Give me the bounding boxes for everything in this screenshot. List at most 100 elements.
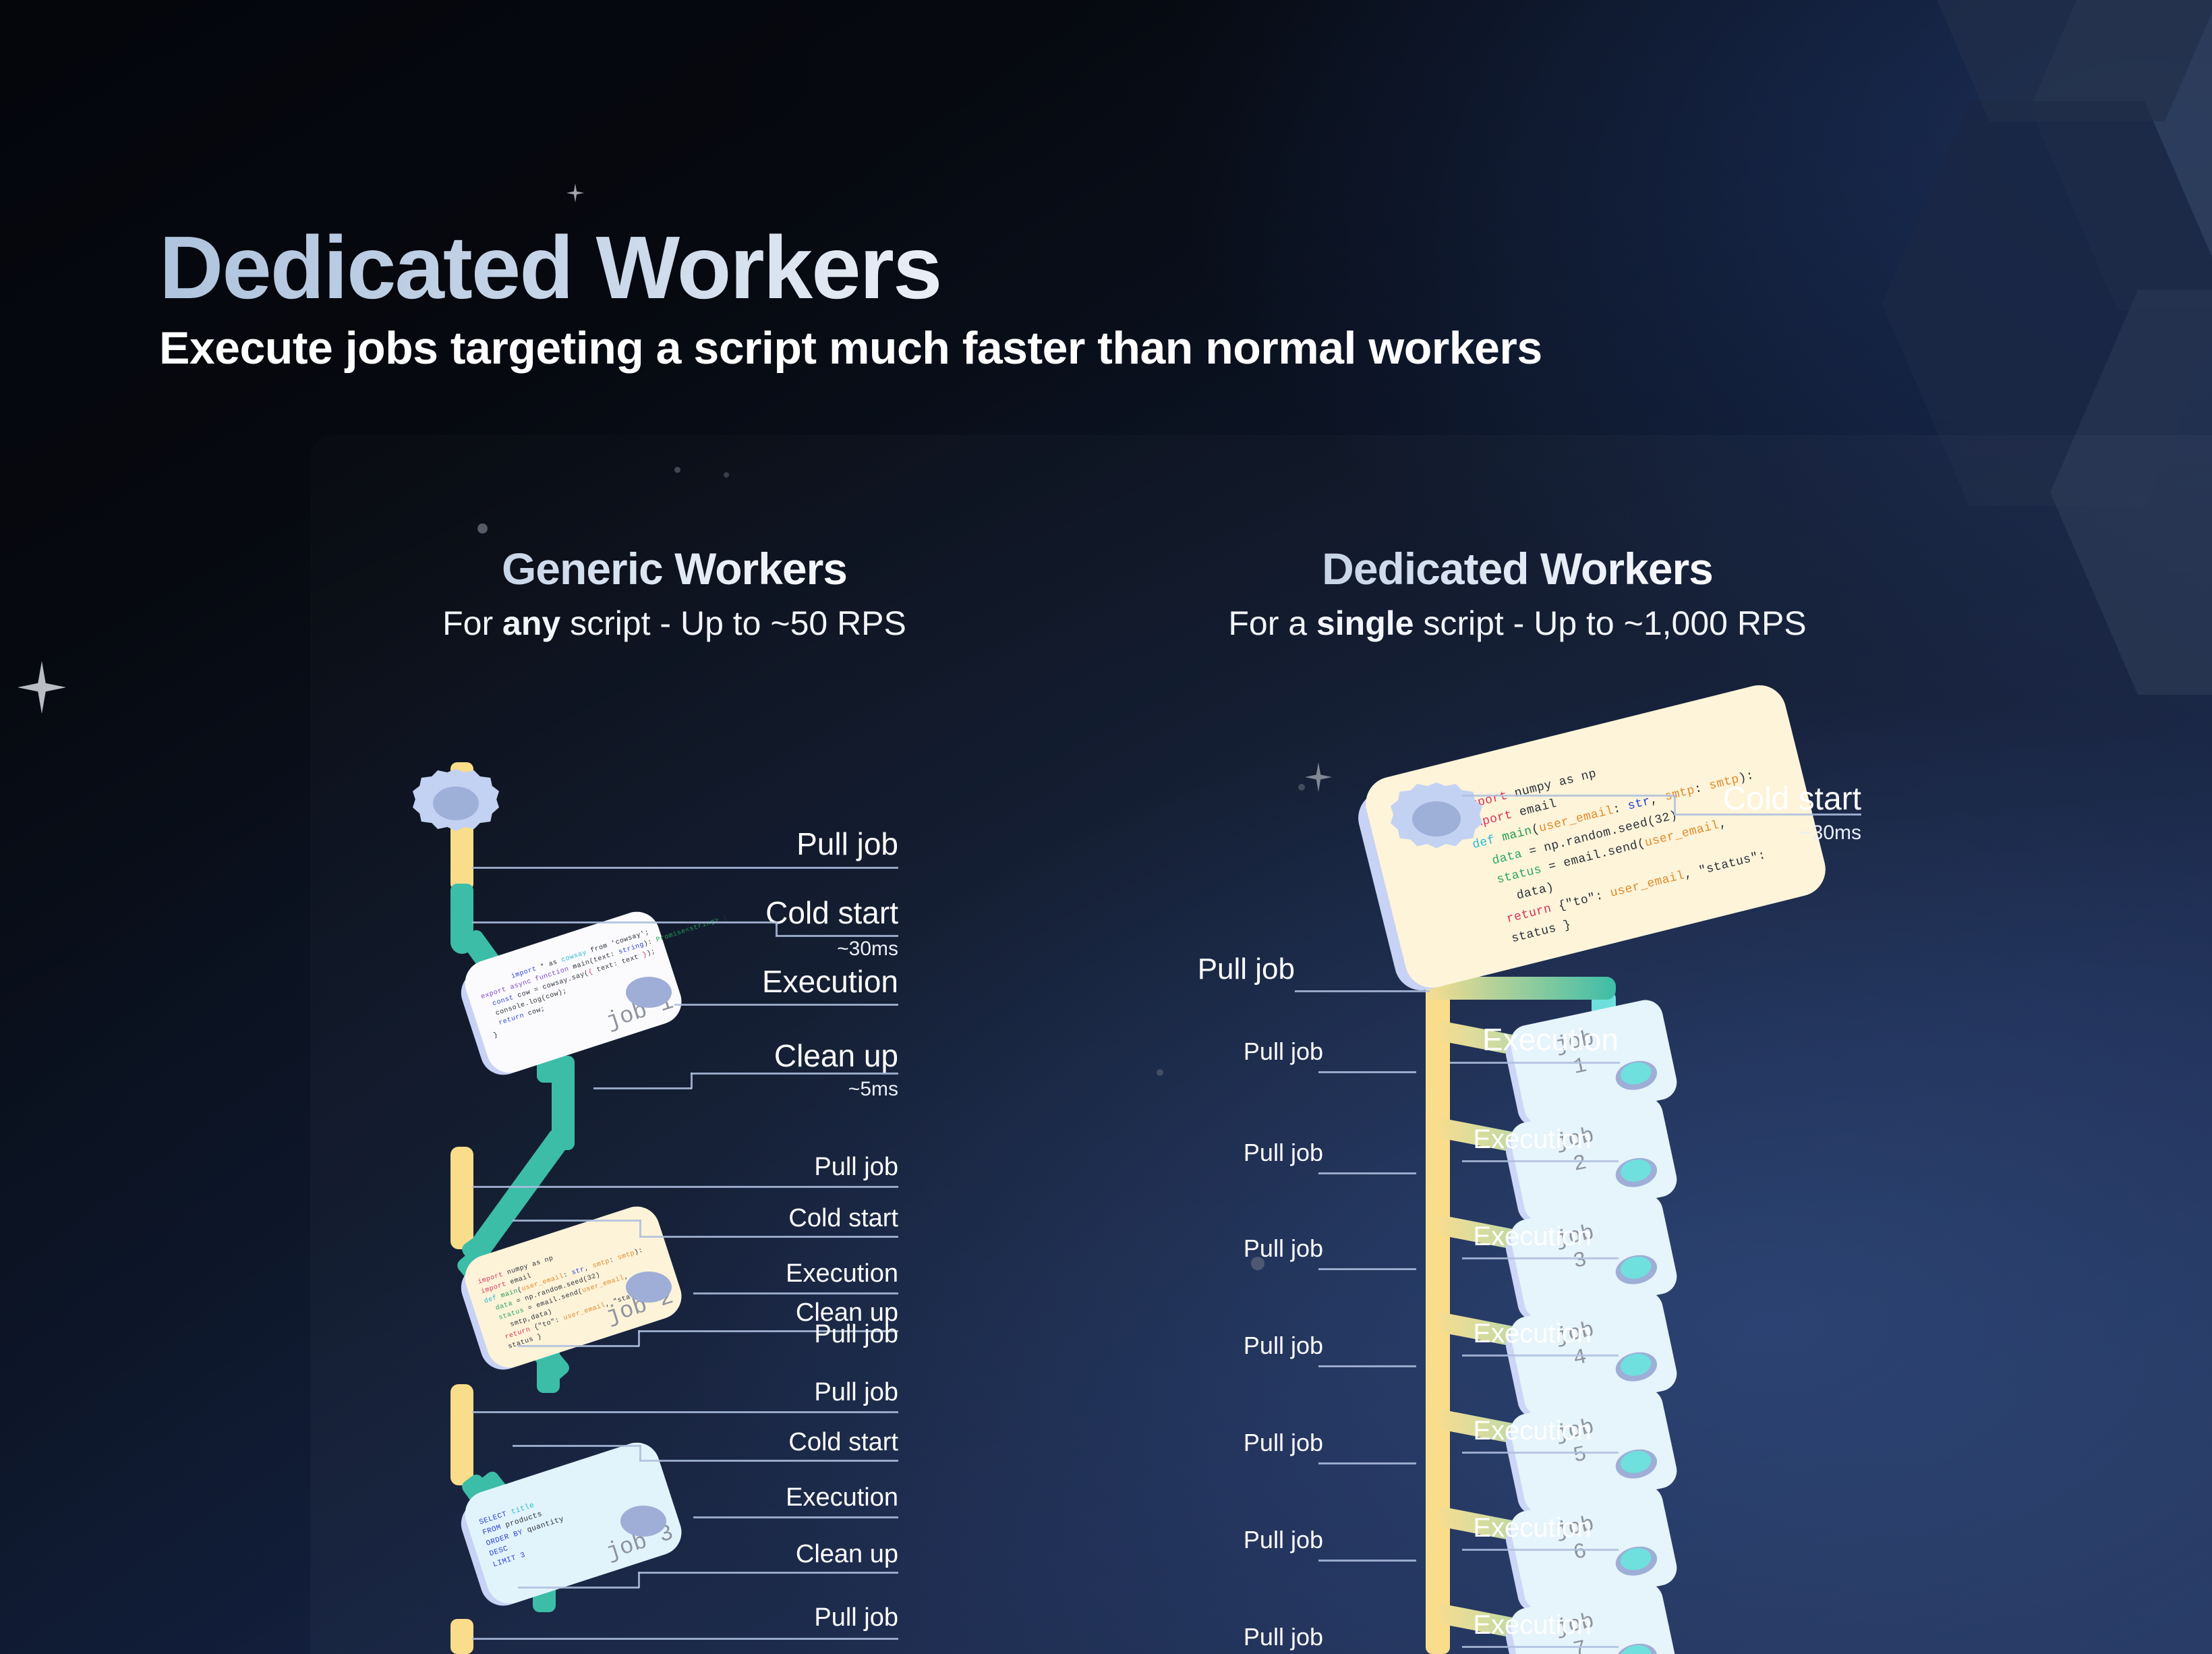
pull-job-label-3: Pull job xyxy=(1243,1234,1323,1262)
caption-pre: For a xyxy=(1228,604,1316,642)
leader-line-12b xyxy=(638,1572,898,1574)
leader-line-6b xyxy=(639,1236,898,1238)
pull-job-leader-4 xyxy=(1318,1365,1416,1367)
pull-job-label-5: Pull job xyxy=(1243,1429,1323,1456)
leader-line-5 xyxy=(472,1186,898,1188)
step-label-pull-job-3b: Pull job xyxy=(814,1378,898,1406)
gear-hub xyxy=(433,787,479,820)
caption-bold: any xyxy=(502,604,561,642)
dot-decoration-1 xyxy=(477,523,488,534)
dot-decoration-6 xyxy=(1298,784,1305,791)
pull-job-leader-3 xyxy=(1318,1268,1416,1270)
header-block: Dedicated Workers Execute jobs targeting… xyxy=(159,222,1542,374)
caption-post: script - Up to ~50 RPS xyxy=(560,604,906,642)
caption-bold: single xyxy=(1316,604,1414,642)
execution-port-1 xyxy=(626,977,672,1008)
execution-label-7: Execution xyxy=(1473,1610,1592,1640)
column-caption: For a single script - Up to ~1,000 RPS xyxy=(1207,604,1828,643)
pull-job-main-leader xyxy=(1295,990,1430,992)
execution-leader-3 xyxy=(1462,1257,1619,1259)
execution-port-3 xyxy=(620,1506,666,1537)
page-title: Dedicated Workers xyxy=(159,222,1542,314)
pull-job-label-6: Pull job xyxy=(1243,1526,1323,1553)
step-sub-clean-up-1: ~5ms xyxy=(848,1078,898,1100)
caption-pre: For xyxy=(442,604,503,642)
dedicated-cold-start-sub: ~30ms xyxy=(1800,822,1861,844)
dedicated-cold-start-label: Cold start xyxy=(1722,781,1861,817)
execution-leader-4 xyxy=(1462,1354,1619,1357)
column-heading: Dedicated Workers xyxy=(1207,543,1828,594)
step-label-pull-job-2: Pull job xyxy=(814,1153,898,1181)
cold-start-leader-a xyxy=(1462,795,1675,797)
cold-start-leader-b xyxy=(1674,814,1861,816)
leader-line-6 xyxy=(513,1220,641,1222)
step-label-cold-start-3: Cold start xyxy=(788,1428,898,1456)
execution-leader-2 xyxy=(1462,1160,1619,1162)
leader-line-3 xyxy=(674,1004,898,1006)
leader-line-7 xyxy=(693,1292,898,1294)
execution-leader-5 xyxy=(1462,1452,1619,1454)
execution-leader-1 xyxy=(1450,1062,1620,1064)
pull-job-leader-5 xyxy=(1318,1462,1416,1464)
step-label-clean-up-3: Clean up xyxy=(795,1540,898,1568)
pull-job-label-1: Pull job xyxy=(1243,1037,1323,1065)
pull-job-leader-2 xyxy=(1318,1172,1416,1174)
execution-label-3: Execution xyxy=(1473,1222,1592,1251)
leader-line-12v xyxy=(638,1572,640,1588)
column-heading: Generic Workers xyxy=(378,543,971,594)
dedicated-pull-job-main-label: Pull job xyxy=(1197,952,1295,986)
gear-hub xyxy=(1412,801,1461,836)
pull-job-leader-6 xyxy=(1318,1560,1416,1562)
cold-start-leader-v xyxy=(1674,795,1676,815)
step-label-execution-1: Execution xyxy=(761,964,898,999)
column-header-generic: Generic Workers For any script - Up to ~… xyxy=(378,543,971,643)
execution-label-5: Execution xyxy=(1473,1416,1592,1446)
leader-line-4 xyxy=(593,1087,692,1089)
dot-decoration-2 xyxy=(674,467,680,473)
execution-label-1: Execution xyxy=(1482,1022,1619,1057)
leader-line-8 xyxy=(518,1345,639,1347)
leader-line-4v xyxy=(691,1073,693,1089)
pull-job-label-4: Pull job xyxy=(1243,1332,1323,1359)
step-label-clean-up-1: Clean up xyxy=(774,1038,898,1073)
leader-line-8v xyxy=(638,1330,640,1346)
leader-line-10b xyxy=(639,1460,898,1462)
gear-icon xyxy=(1391,782,1482,854)
column-header-dedicated: Dedicated Workers For a single script - … xyxy=(1207,543,1828,643)
pull-job-leader-1 xyxy=(1318,1071,1416,1073)
execution-port-2 xyxy=(626,1272,672,1303)
step-label-execution-3: Execution xyxy=(786,1483,898,1512)
pull-job-label-2: Pull job xyxy=(1243,1139,1323,1166)
pull-job-label-7: Pull job xyxy=(1243,1623,1323,1651)
leader-line-2b xyxy=(776,935,898,937)
step-sub-cold-start-1: ~30ms xyxy=(837,938,898,960)
step-label-clean-up-2: Clean up xyxy=(795,1299,898,1327)
execution-label-2: Execution xyxy=(1473,1124,1592,1154)
leader-line-6v xyxy=(639,1220,641,1237)
leader-line-11 xyxy=(693,1516,898,1518)
execution-label-6: Execution xyxy=(1473,1513,1592,1543)
step-label-pull-job-3: Pull job xyxy=(814,1320,898,1348)
leader-line-9 xyxy=(472,1411,898,1413)
leader-line-13 xyxy=(472,1638,898,1640)
leader-line-4b xyxy=(691,1073,898,1075)
leader-line-8b xyxy=(638,1330,898,1332)
column-caption: For any script - Up to ~50 RPS xyxy=(378,604,971,643)
step-label-cold-start-1: Cold start xyxy=(765,895,898,930)
execution-label-4: Execution xyxy=(1473,1319,1592,1348)
step-label-pull-job-1: Pull job xyxy=(796,826,898,861)
caption-post: script - Up to ~1,000 RPS xyxy=(1414,604,1807,642)
leader-line-2v xyxy=(776,921,778,936)
step-label-cold-start-2: Cold start xyxy=(788,1204,898,1232)
queue-pipe-segment-4 xyxy=(450,1619,473,1654)
step-label-pull-job-4: Pull job xyxy=(814,1603,898,1632)
page-subtitle: Execute jobs targeting a script much fas… xyxy=(159,322,1542,374)
leader-line-10 xyxy=(513,1445,641,1447)
leader-line-2 xyxy=(472,921,777,923)
leader-line-1 xyxy=(472,867,898,869)
dot-decoration-5 xyxy=(1157,1069,1163,1076)
queue-pipe-segment-3 xyxy=(450,1384,473,1485)
leader-line-10v xyxy=(639,1445,641,1461)
dot-decoration-3 xyxy=(724,472,729,478)
leader-line-12 xyxy=(518,1587,639,1589)
